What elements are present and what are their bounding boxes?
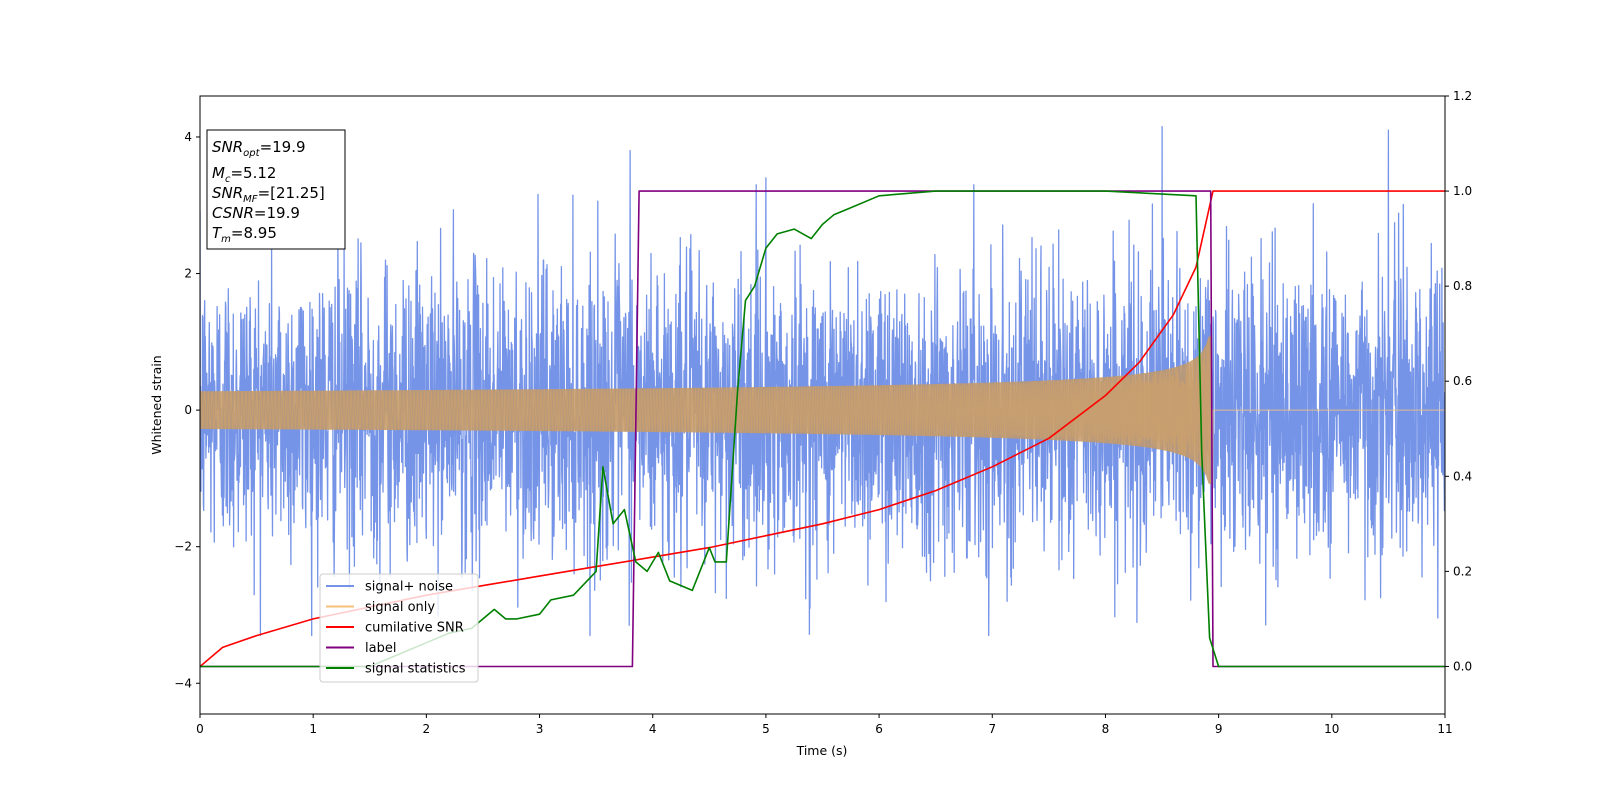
tm-sub: m	[221, 234, 231, 245]
legend: signal+ noise signal only cumilative SNR la…	[319, 573, 479, 683]
y2-tick-label: 0.0	[1453, 659, 1472, 673]
y-tick-label: −2	[174, 540, 192, 554]
legend-label: label	[365, 641, 396, 656]
x-tick-label: 4	[649, 722, 657, 736]
tm-symbol: T	[212, 224, 223, 242]
x-tick-label: 7	[988, 722, 996, 736]
tm-value: =8.95	[231, 224, 277, 242]
x-tick-label: 11	[1437, 722, 1452, 736]
snr-mf-sub: MF	[243, 194, 258, 205]
svg-text:CSNR=19.9: CSNR=19.9	[212, 204, 300, 222]
y2-tick-label: 0.2	[1453, 564, 1472, 578]
csnr-symbol: CSNR	[212, 204, 254, 222]
legend-label: signal only	[365, 600, 435, 615]
legend-frame	[319, 573, 479, 683]
x-tick-label: 1	[309, 722, 317, 736]
x-tick-label: 10	[1324, 722, 1339, 736]
y-tick-label: −4	[174, 676, 192, 690]
ticks: 0 1 2 3 4 5 6 7 8 9 10 11 4 2 0 −2 −4 0.0 0.2 0.4 0.6 0.8 1.0 1…	[174, 89, 1472, 736]
x-tick-label: 3	[536, 722, 544, 736]
legend-label: cumilative SNR	[365, 621, 464, 636]
x-tick-label: 0	[196, 722, 204, 736]
signal-only-envelope	[200, 335, 1211, 486]
y2-tick-label: 0.4	[1453, 469, 1472, 483]
svg-text:Mc=5.12: Mc=5.12	[212, 164, 276, 185]
mc-symbol: M	[212, 164, 225, 182]
snr-opt-sub: opt	[243, 148, 260, 159]
info-box: SNRopt=19.9 Mc=5.12 SNRMF=[21.25] CSNR=1…	[206, 129, 346, 250]
y2-tick-label: 1.0	[1453, 184, 1472, 198]
x-tick-label: 2	[423, 722, 431, 736]
plot-frame	[199, 95, 1446, 715]
y2-tick-label: 0.8	[1453, 279, 1472, 293]
y-tick-label: 4	[184, 130, 192, 144]
csnr-value: =19.9	[254, 204, 300, 222]
svg-text:Tm=8.95: Tm=8.95	[212, 224, 277, 245]
x-tick-label: 6	[875, 722, 883, 736]
info-box-frame	[206, 129, 346, 250]
signal-noise-line	[200, 126, 1445, 637]
x-tick-label: 5	[762, 722, 770, 736]
y-tick-label: 2	[184, 267, 192, 281]
svg-text:SNRopt=19.9: SNRopt=19.9	[212, 138, 306, 159]
svg-text:SNRMF=[21.25]: SNRMF=[21.25]	[212, 184, 325, 205]
snr-opt-symbol: SNR	[212, 138, 243, 156]
mc-sub: c	[225, 174, 231, 185]
y2-tick-label: 1.2	[1453, 89, 1472, 103]
x-axis-label: Time (s)	[796, 743, 848, 758]
snr-opt-value: =19.9	[260, 138, 306, 156]
legend-label: signal+ noise	[365, 580, 453, 595]
legend-label: signal statistics	[365, 662, 466, 677]
snr-mf-value: =[21.25]	[258, 184, 325, 202]
snr-mf-symbol: SNR	[212, 184, 243, 202]
signal-statistics-line	[200, 190, 1445, 668]
mc-value: =5.12	[230, 164, 276, 182]
y-axis-label: Whitened strain	[149, 355, 164, 454]
x-tick-label: 9	[1215, 722, 1223, 736]
y2-tick-label: 0.6	[1453, 374, 1472, 388]
x-tick-label: 8	[1102, 722, 1110, 736]
y-tick-label: 0	[184, 403, 192, 417]
